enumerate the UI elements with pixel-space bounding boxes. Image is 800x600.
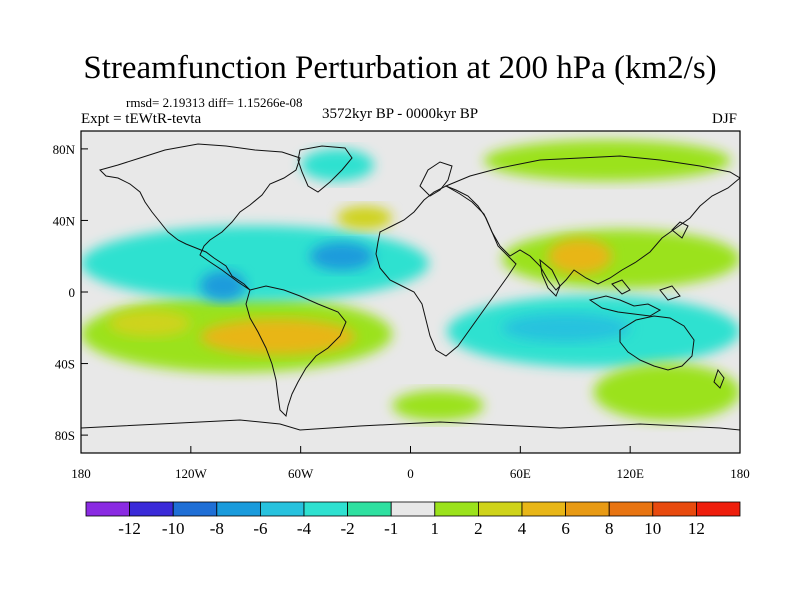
- contour-negative-core-north-atlantic: [309, 241, 374, 271]
- y-tick-label: 40N: [53, 213, 76, 228]
- x-tick-label: 120W: [175, 466, 208, 481]
- colorbar-label: 2: [474, 519, 483, 538]
- contour-positive-core-south-america: [199, 318, 356, 355]
- x-tick-label: 180: [71, 466, 91, 481]
- colorbar-swatch: [85, 501, 130, 517]
- coastline-scandinavia: [419, 161, 453, 197]
- contour-negative-core-east-pacific: [199, 270, 246, 301]
- coastline-europe-africa: [375, 185, 517, 357]
- x-tick-label: 60E: [510, 466, 531, 481]
- coastline-antarctica: [81, 419, 740, 431]
- contour-negative-core-indian-ocean: [502, 313, 631, 343]
- colorbar-label: -10: [162, 519, 185, 538]
- colorbar-swatch: [521, 501, 566, 517]
- colorbar-label: 8: [605, 519, 614, 538]
- colorbar-swatch: [477, 501, 523, 517]
- coastline-new-zealand: [713, 368, 725, 389]
- coastline-maritime-continent: [588, 279, 681, 317]
- colorbar-label: -8: [210, 519, 224, 538]
- colorbar-label: -1: [384, 519, 398, 538]
- colorbar-label: 6: [561, 519, 570, 538]
- contour-positive-core-subtropical-pacific: [108, 309, 191, 337]
- coastline-north-america: [99, 143, 301, 291]
- y-tick-label: 80S: [55, 428, 75, 443]
- y-tick-label: 80N: [53, 142, 76, 157]
- contour-positive-band-asia: [502, 229, 740, 289]
- colorbar-swatch: [172, 501, 218, 517]
- colorbar-swatch: [565, 501, 610, 517]
- y-tick-label: 40S: [55, 357, 75, 372]
- x-tick-label: 180: [730, 466, 750, 481]
- colorbar-swatch: [390, 501, 436, 517]
- colorbar-swatch: [129, 501, 174, 517]
- contour-positive-band-southern-ocean: [593, 363, 740, 421]
- colorbar-label: 4: [518, 519, 527, 538]
- experiment-label: Expt = tEWtR-tevta: [81, 111, 202, 127]
- contour-positive-band-arctic: [483, 139, 731, 182]
- contour-positive-band-south-atlantic: [392, 390, 484, 421]
- contour-layer: [81, 139, 740, 421]
- coastline-australia: [619, 315, 695, 371]
- contour-positive-core-north-atlantic: [337, 206, 393, 230]
- x-tick-label: 120E: [616, 466, 644, 481]
- coastline-greenland: [297, 145, 353, 193]
- colorbar-label: -12: [118, 519, 141, 538]
- period-label: 3572kyr BP - 0000kyr BP: [322, 106, 479, 122]
- contour-positive-core-asia: [547, 238, 612, 275]
- colorbar-swatch: [696, 501, 741, 517]
- coastlines: [81, 143, 740, 431]
- stats-label: rmsd= 2.19313 diff= 1.15266e-08: [126, 95, 303, 110]
- colorbar: -12 -10 -8 -6 -4 -2 -1 1 2 4 6 8 10 12: [85, 501, 741, 538]
- colorbar-label: 10: [644, 519, 661, 538]
- colorbar-label: -4: [297, 519, 312, 538]
- colorbar-label: 1: [431, 519, 440, 538]
- colorbar-swatch: [347, 501, 392, 517]
- plot-title: Streamfunction Perturbation at 200 hPa (…: [83, 50, 717, 86]
- colorbar-swatch: [608, 501, 654, 517]
- contour-negative-band-atlantic: [81, 225, 429, 301]
- x-tick-label: 0: [407, 466, 414, 481]
- colorbar-swatch: [303, 501, 348, 517]
- colorbar-swatch: [434, 501, 479, 517]
- contour-negative-core-greenland: [300, 148, 374, 182]
- coastline-india: [539, 258, 561, 297]
- season-label: DJF: [712, 111, 738, 127]
- colorbar-swatch: [216, 501, 261, 517]
- colorbar-label: 12: [688, 519, 705, 538]
- colorbar-swatch: [652, 501, 697, 517]
- coastline-asia: [444, 155, 740, 291]
- x-tick-label: 60W: [288, 466, 314, 481]
- y-tick-label: 0: [69, 285, 76, 300]
- coastline-japan: [671, 221, 689, 239]
- colorbar-label: -6: [253, 519, 267, 538]
- axis-ticks: 180 120W 60W 0 60E 120E 180 80N 40N 0 40S 80S: [53, 142, 750, 481]
- colorbar-label: -2: [341, 519, 355, 538]
- coastline-south-america: [245, 285, 347, 418]
- colorbar-swatch: [259, 501, 305, 517]
